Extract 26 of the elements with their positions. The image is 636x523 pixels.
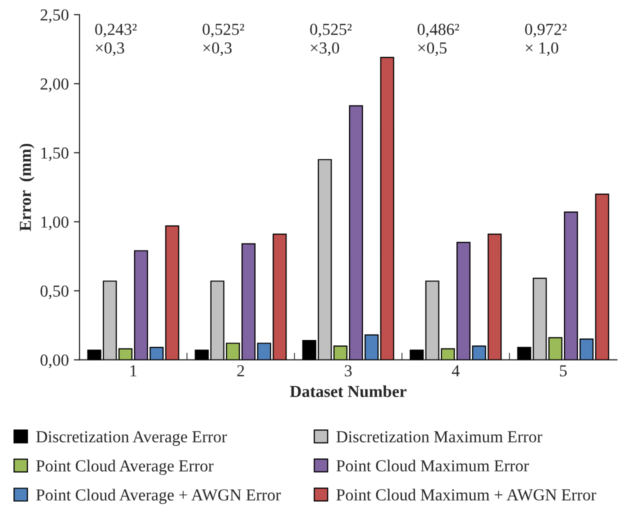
bar	[517, 346, 532, 360]
legend-label: Point Cloud Maximum Error	[336, 460, 529, 472]
legend-label: Discretization Maximum Error	[336, 431, 542, 442]
x-tick-label: 5	[560, 365, 567, 376]
x-tick-label: 3	[344, 365, 352, 376]
annotation: 0,486² ×0,5	[418, 24, 460, 56]
legend-label: Discretization Average Error	[36, 431, 227, 446]
x-tick-label: 4	[452, 365, 460, 376]
y-tick-label: 2,00	[40, 78, 68, 92]
y-tick-label: 0,00	[40, 354, 68, 368]
x-tick-label: 2	[237, 365, 244, 376]
legend-label: Point Cloud Average + AWGN Error	[36, 488, 281, 504]
bar	[410, 350, 424, 360]
legend-label: Point Cloud Average Error	[36, 460, 214, 475]
y-tick-label: 0,50	[40, 285, 68, 300]
y-axis-title: Error (mm)	[19, 144, 34, 232]
legend-label: Point Cloud Maximum + AWGN Error	[336, 488, 596, 501]
annotation: 0,243² ×0,3	[95, 24, 137, 56]
y-tick-label: 1,00	[41, 216, 68, 230]
annotation: 0,525² ×0,3	[202, 24, 244, 56]
x-tick-label: 1	[130, 365, 136, 376]
annotation: 0,525² ×3,0	[310, 24, 352, 56]
y-tick-label: 2,50	[40, 9, 68, 23]
x-axis-title: Dataset Number	[290, 385, 406, 398]
annotation: 0,972² × 1,0	[525, 24, 567, 56]
y-tick-label: 1,50	[41, 147, 68, 162]
